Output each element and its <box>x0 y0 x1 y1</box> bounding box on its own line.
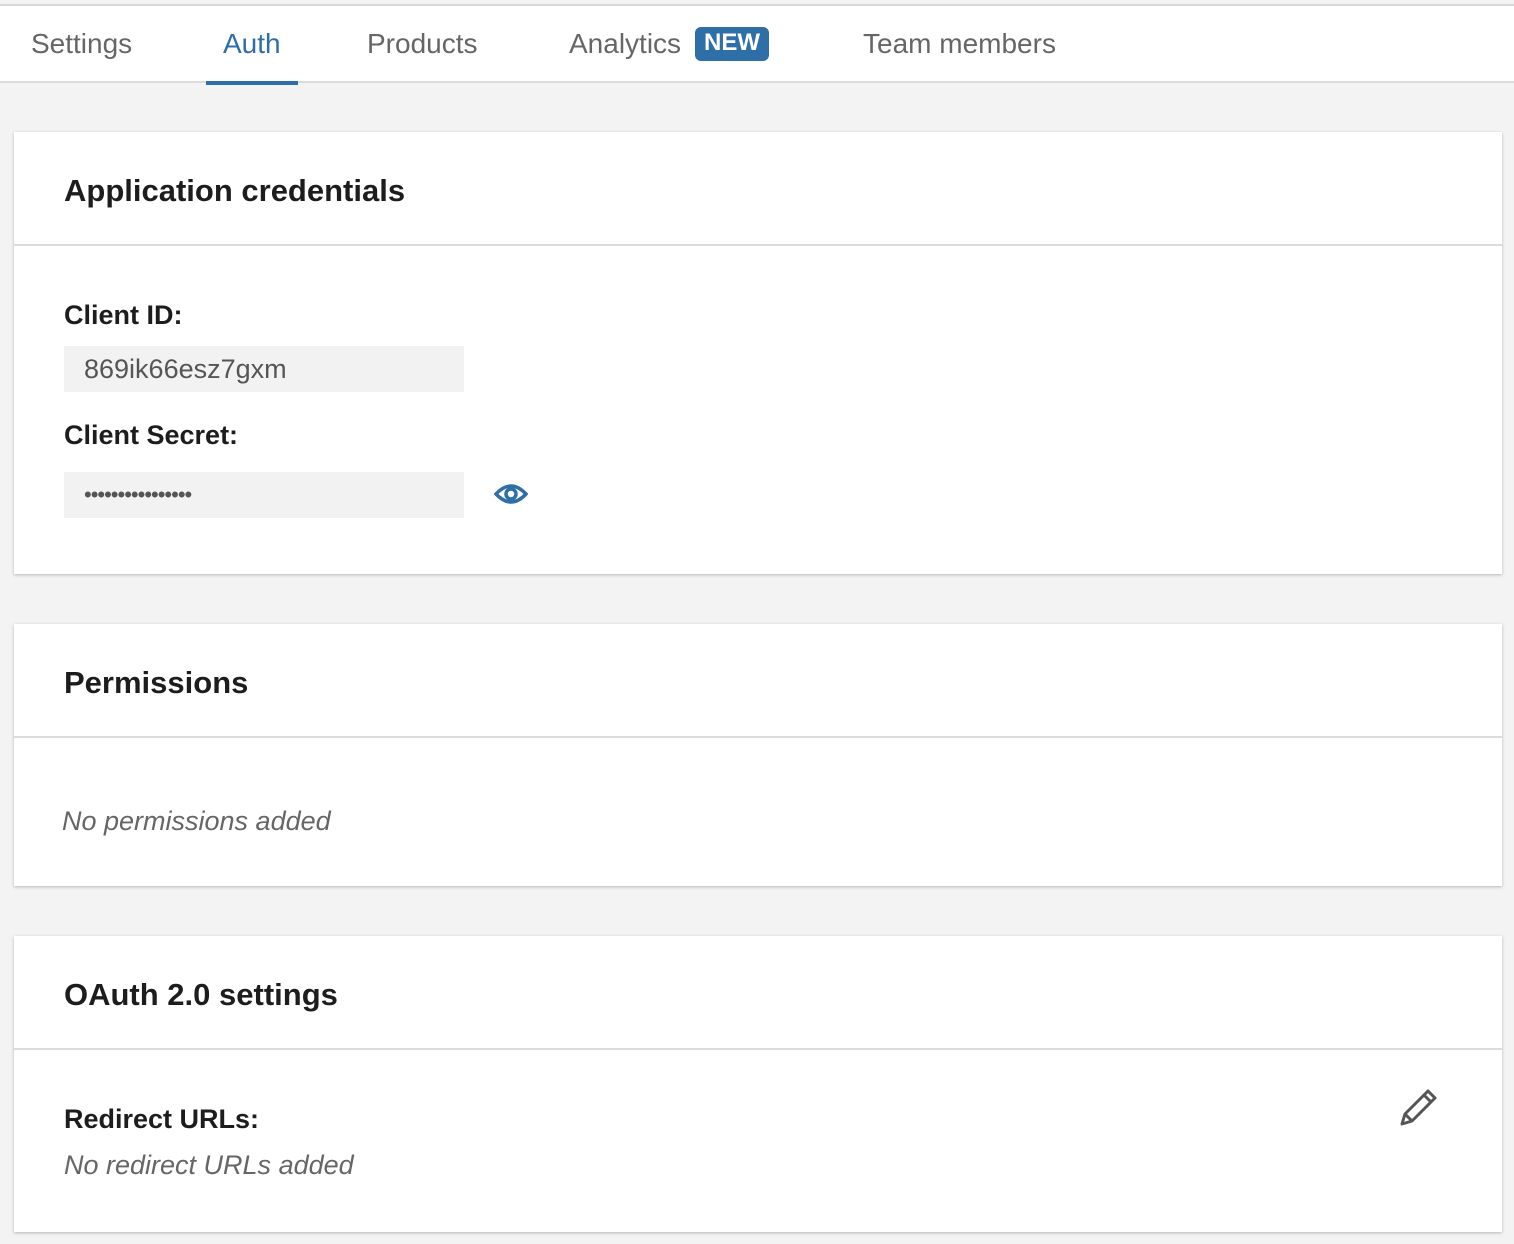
client-secret-field[interactable]: •••••••••••••••• <box>64 472 464 518</box>
tab-analytics[interactable]: Analytics NEW <box>569 6 770 83</box>
application-credentials-card: Application credentials Client ID: 869ik… <box>14 132 1502 574</box>
client-secret-label: Client Secret: <box>64 420 239 450</box>
no-redirect-urls-text: No redirect URLs added <box>64 1150 354 1180</box>
tab-team-members[interactable]: Team members <box>863 28 1056 59</box>
tab-bar: Settings Auth Products Analytics NEW Team… <box>0 6 1514 85</box>
new-badge: NEW <box>695 26 770 61</box>
permissions-card: Permissions No permissions added <box>14 624 1502 886</box>
pencil-icon[interactable] <box>1398 1086 1440 1133</box>
card-title: OAuth 2.0 settings <box>14 936 1502 1050</box>
tab-settings[interactable]: Settings <box>31 28 133 59</box>
client-id-label: Client ID: <box>64 300 183 330</box>
tab-products[interactable]: Products <box>367 28 478 59</box>
card-title: Permissions <box>14 624 1502 738</box>
redirect-urls-label: Redirect URLs: <box>64 1104 260 1134</box>
oauth-settings-card: OAuth 2.0 settings Redirect URLs: No red… <box>14 936 1502 1232</box>
no-permissions-text: No permissions added <box>62 806 331 836</box>
card-title: Application credentials <box>14 132 1502 246</box>
eye-icon[interactable] <box>493 480 529 513</box>
top-divider <box>0 4 1514 6</box>
tab-auth[interactable]: Auth <box>206 6 298 85</box>
tab-analytics-label: Analytics <box>569 28 682 59</box>
client-id-field[interactable]: 869ik66esz7gxm <box>64 346 464 392</box>
